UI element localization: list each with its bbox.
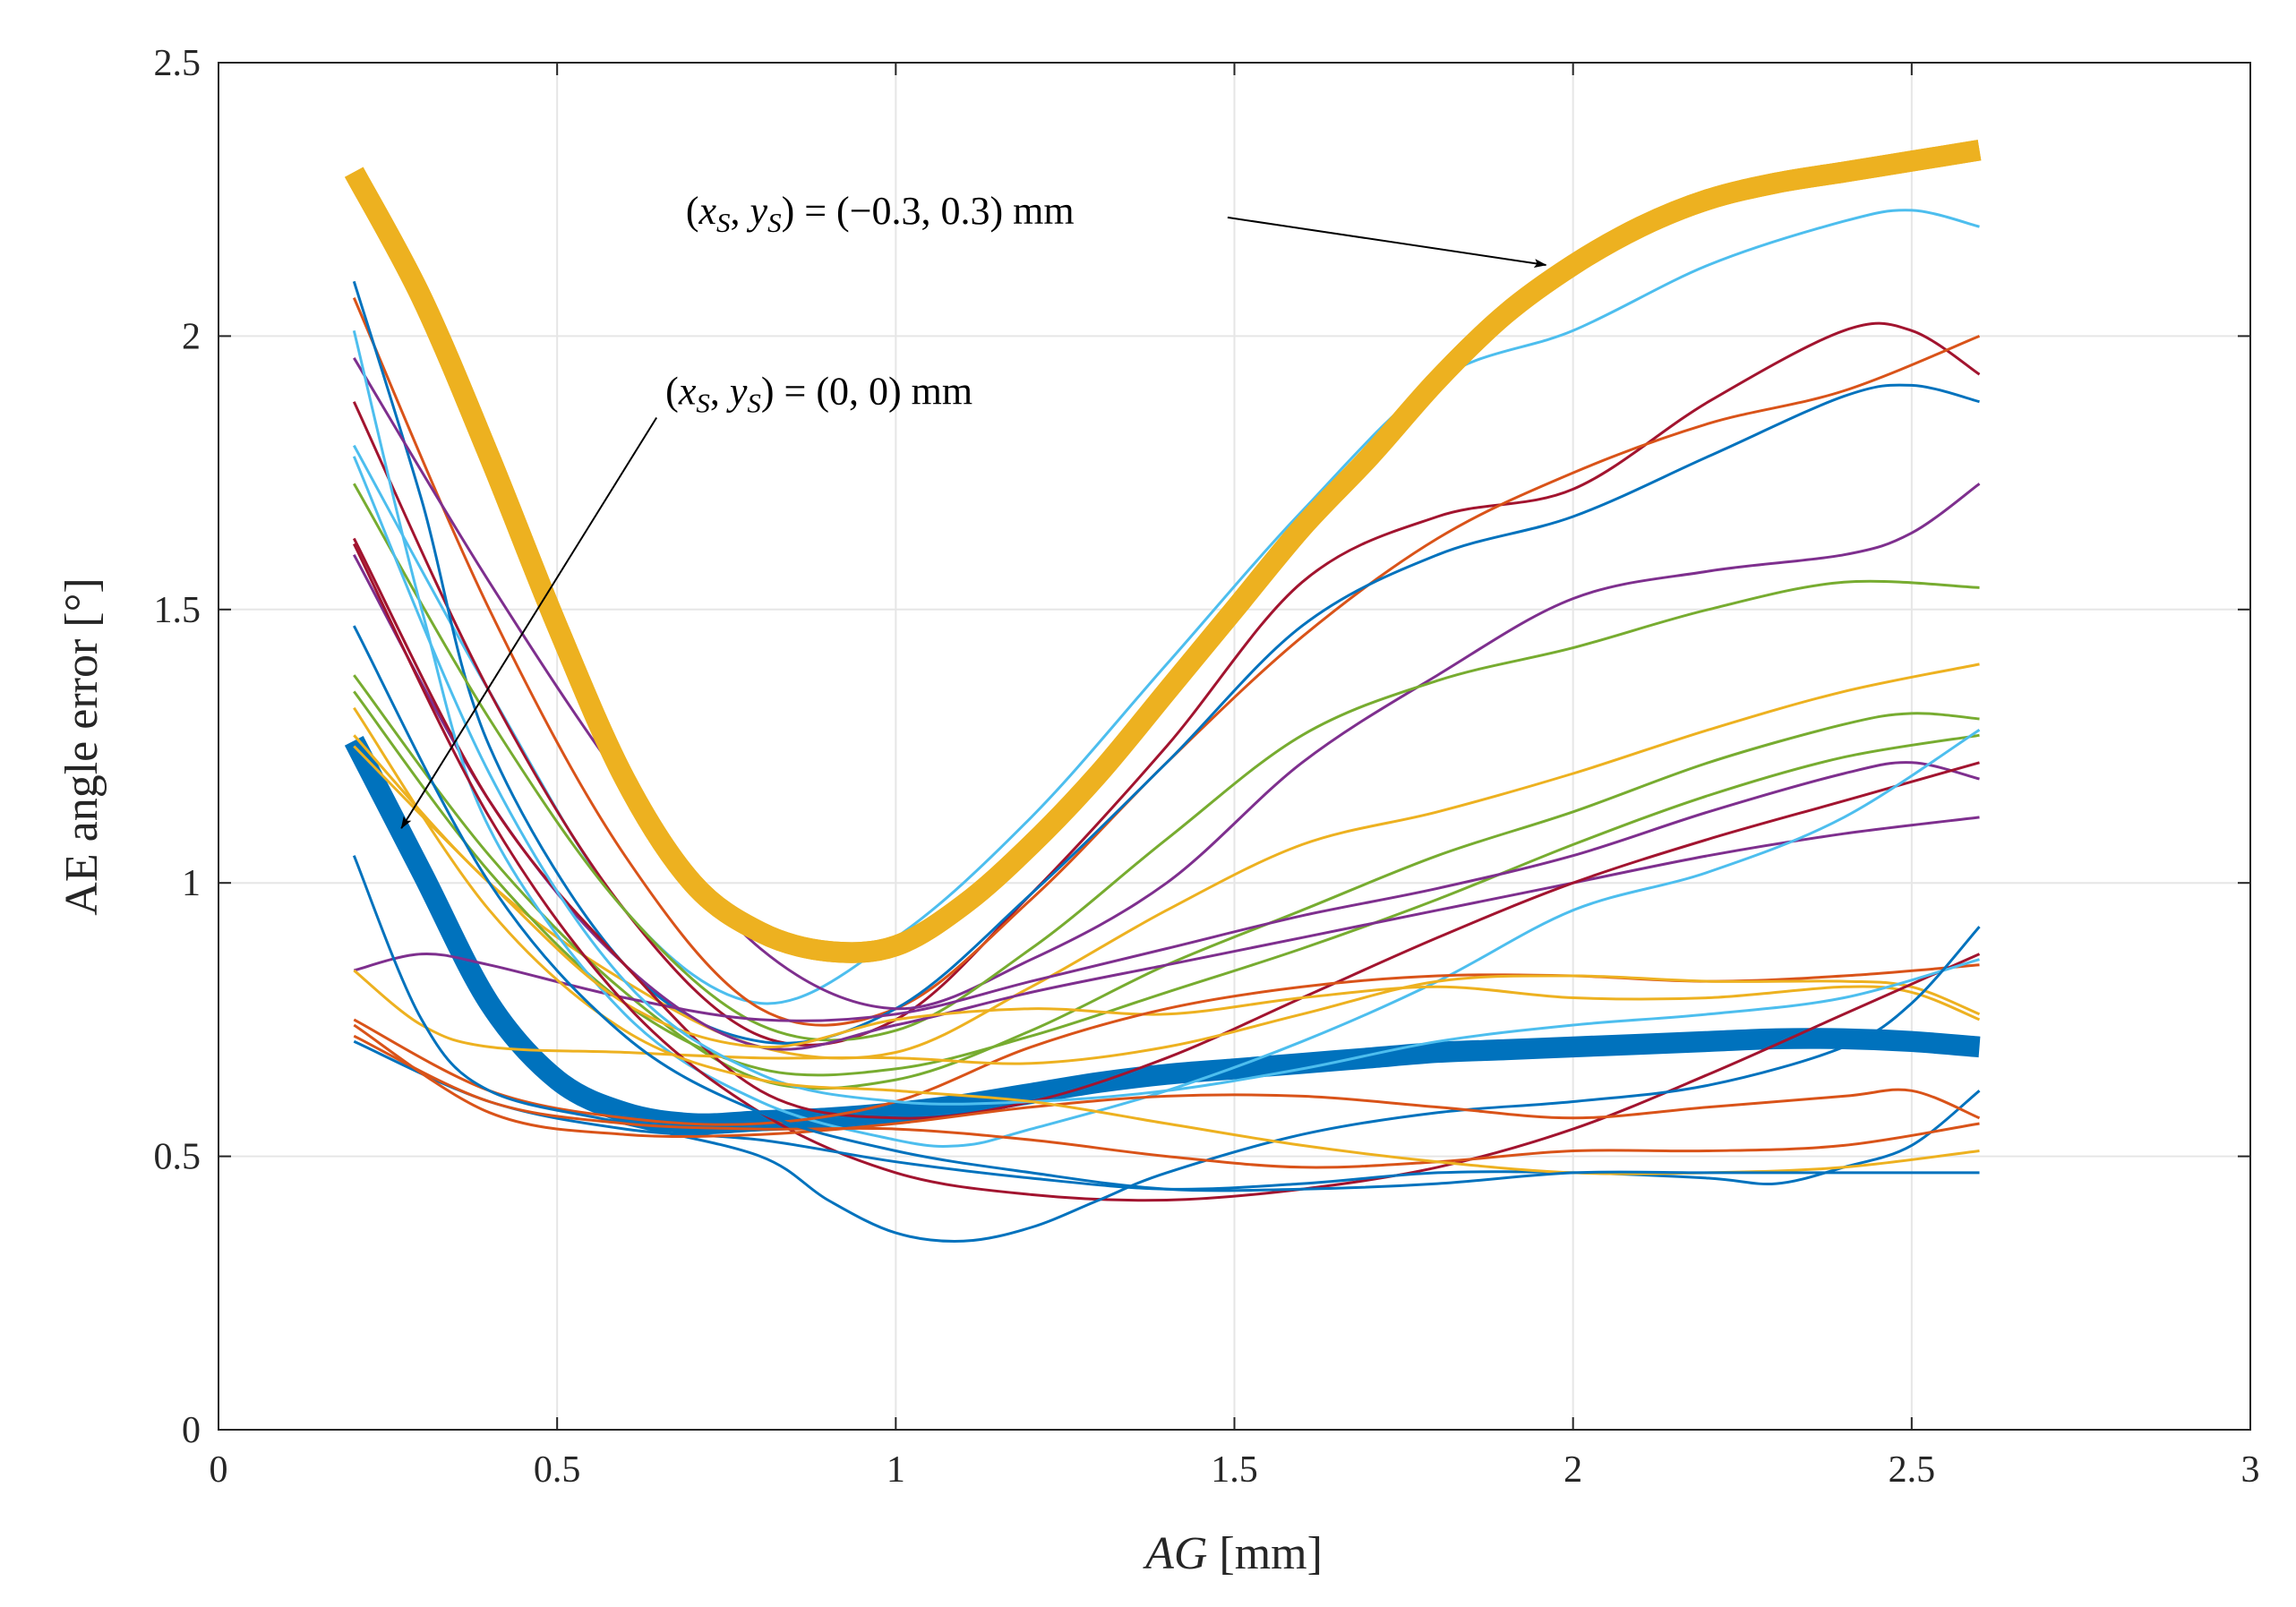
- series-line: [352, 483, 1980, 1042]
- y-tick-label: 0.5: [154, 1137, 201, 1178]
- series-line: [352, 297, 1981, 1027]
- y-tick-label: 1: [182, 863, 201, 904]
- annotation-arrow: [400, 416, 658, 829]
- x-tick-label: 3: [2241, 1449, 2260, 1491]
- series-line: [353, 969, 1981, 1065]
- y-axis-label: AE angle error [°]: [56, 577, 107, 915]
- series-line: [353, 761, 1980, 1022]
- x-tick-label: 0: [210, 1449, 228, 1491]
- series-line-emphasis: [344, 736, 1981, 1135]
- series-line-emphasis-top: [344, 140, 1982, 963]
- x-tick-label: 2: [1564, 1449, 1582, 1491]
- series-line: [352, 456, 1980, 1106]
- x-axis-label: AG [mm]: [1143, 1528, 1323, 1579]
- series-line: [353, 357, 1981, 1011]
- series-line: [353, 745, 1981, 1049]
- y-tick-label: 2.5: [154, 43, 201, 84]
- series-line: [352, 543, 1981, 1202]
- annotation-text: (xS, yS) = (0, 0) mm: [665, 369, 972, 418]
- annotation-text: (xS, yS) = (−0.3, 0.3) mm: [686, 189, 1075, 238]
- ticks: [218, 62, 2251, 1431]
- series-line: [352, 553, 1980, 1051]
- series-layer: [344, 140, 1982, 1243]
- y-tick-label: 2: [182, 316, 201, 357]
- series-line: [352, 280, 1980, 1045]
- series-line: [352, 855, 1981, 1243]
- series-line: [353, 1023, 1981, 1138]
- series-line: [352, 537, 1980, 1120]
- series-line: [352, 329, 1981, 1149]
- x-tick-labels: 0 0.5 1 1.5 2 2.5 3: [210, 1449, 2260, 1491]
- annotation-arrow: [1227, 216, 1547, 269]
- y-tick-label: 0: [182, 1410, 201, 1451]
- series-line: [353, 1039, 1981, 1191]
- x-tick-label: 0.5: [534, 1449, 581, 1491]
- series-line: [352, 321, 1981, 1047]
- annotations: (xS, yS) = (−0.3, 0.3) mm (xS, yS) = (0, …: [400, 189, 1547, 829]
- y-tick-labels: 0 0.5 1 1.5 2 2.5: [154, 43, 201, 1451]
- x-tick-label: 1: [887, 1449, 905, 1491]
- x-tick-label: 1.5: [1211, 1449, 1258, 1491]
- x-axis-label-unit: [mm]: [1207, 1528, 1323, 1579]
- series-line: [353, 1034, 1980, 1169]
- series-line: [353, 662, 1980, 1060]
- y-tick-label: 1.5: [154, 590, 201, 631]
- x-axis-label-var: AG: [1143, 1528, 1207, 1579]
- x-tick-label: 2.5: [1889, 1449, 1936, 1491]
- series-line: [352, 625, 1980, 1192]
- series-line: [353, 690, 1980, 1077]
